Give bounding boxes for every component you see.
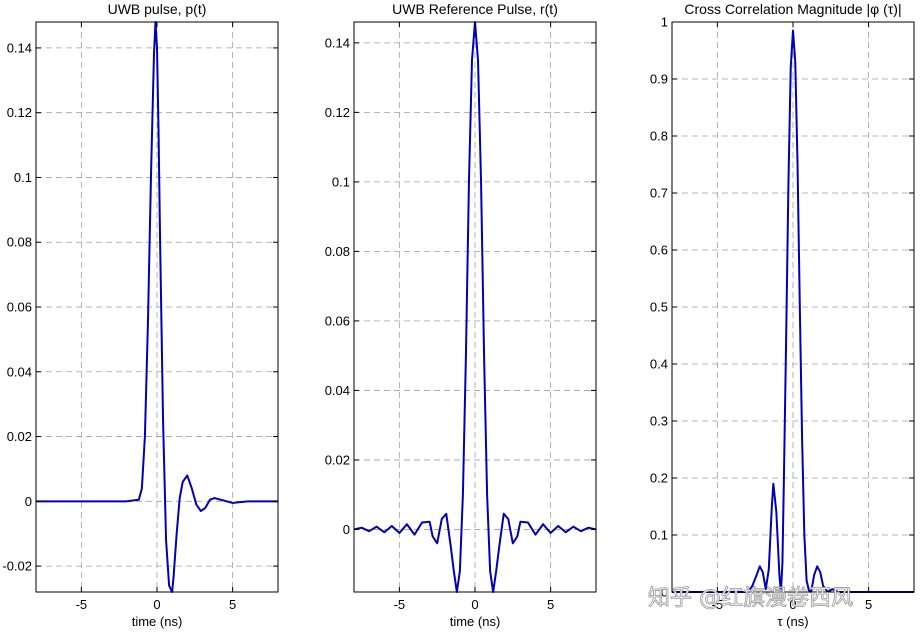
y-tick-label: 0.12 xyxy=(325,105,350,120)
x-axis-label: time (ns) xyxy=(132,614,183,629)
x-tick-label: 0 xyxy=(789,597,796,612)
y-tick-label: 0.4 xyxy=(650,357,668,372)
y-tick-label: 0.02 xyxy=(325,452,350,467)
x-tick-label: -5 xyxy=(76,597,88,612)
x-tick-label: 5 xyxy=(865,597,872,612)
y-tick-label: 0.5 xyxy=(650,300,668,315)
x-axis-label: time (ns) xyxy=(450,614,501,629)
x-tick-label: 0 xyxy=(471,597,478,612)
chart-panel-reference-pulse: UWB Reference Pulse, r(t) time (ns) -5 0 5… xyxy=(325,1,597,629)
y-tick-label: 0.04 xyxy=(7,364,32,379)
y-tick-label: 0.12 xyxy=(7,105,32,120)
y-tick-label: 0.08 xyxy=(7,235,32,250)
y-tick-label: 0.1 xyxy=(332,174,350,189)
y-tick-label: 0.14 xyxy=(325,35,350,50)
y-tick-label: 0.7 xyxy=(650,186,668,201)
series-line xyxy=(36,21,278,593)
chart-title: Cross Correlation Magnitude |φ (τ)| xyxy=(684,1,901,17)
y-tick-label: 0.08 xyxy=(325,244,350,259)
y-tick-label: 0 xyxy=(343,522,350,537)
y-tick-label: 0.2 xyxy=(650,471,668,486)
y-tick-label: 0 xyxy=(25,494,32,509)
chart-panel-pulse: UWB pulse, p(t) time (ns) -5 0 5 -0.02 0 0.02… xyxy=(2,1,279,629)
x-tick-label: 0 xyxy=(153,597,160,612)
y-tick-label: 0.06 xyxy=(7,300,32,315)
y-tick-label: 0.06 xyxy=(325,313,350,328)
x-tick-label: 5 xyxy=(547,597,554,612)
y-tick-label: 0.9 xyxy=(650,72,668,87)
x-axis-label: τ (ns) xyxy=(777,614,808,629)
y-tick-label: 0.04 xyxy=(325,383,350,398)
series-line xyxy=(672,29,914,593)
y-tick-label: 0.14 xyxy=(7,40,32,55)
y-tick-label: 0.1 xyxy=(14,170,32,185)
x-tick-label: -5 xyxy=(394,597,406,612)
y-tick-label: 0.1 xyxy=(650,528,668,543)
x-tick-label: -5 xyxy=(712,597,724,612)
y-tick-label: 0.8 xyxy=(650,129,668,144)
chart-title: UWB Reference Pulse, r(t) xyxy=(392,1,558,17)
y-tick-label: 0.6 xyxy=(650,243,668,258)
chart-panel-cross-correlation: Cross Correlation Magnitude |φ (τ)| τ (n… xyxy=(650,1,915,629)
x-tick-label: 5 xyxy=(229,597,236,612)
y-tick-label: 0.3 xyxy=(650,414,668,429)
y-tick-label: -0.02 xyxy=(2,559,32,574)
watermark-text: 知乎 @红旗漫卷西风 xyxy=(648,586,853,611)
y-tick-label: 0 xyxy=(661,585,668,600)
y-tick-label: 1 xyxy=(661,15,668,30)
chart-title: UWB pulse, p(t) xyxy=(108,1,207,17)
y-tick-label: 0.02 xyxy=(7,429,32,444)
